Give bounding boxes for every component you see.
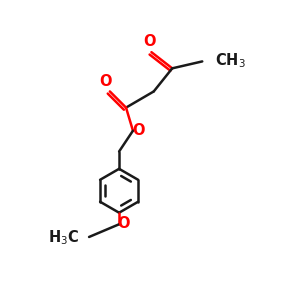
Text: O: O <box>143 34 156 50</box>
Text: O: O <box>133 123 145 138</box>
Text: O: O <box>118 216 130 231</box>
Text: CH$_3$: CH$_3$ <box>215 51 246 70</box>
Text: O: O <box>99 74 112 89</box>
Text: H$_3$C: H$_3$C <box>47 229 79 248</box>
